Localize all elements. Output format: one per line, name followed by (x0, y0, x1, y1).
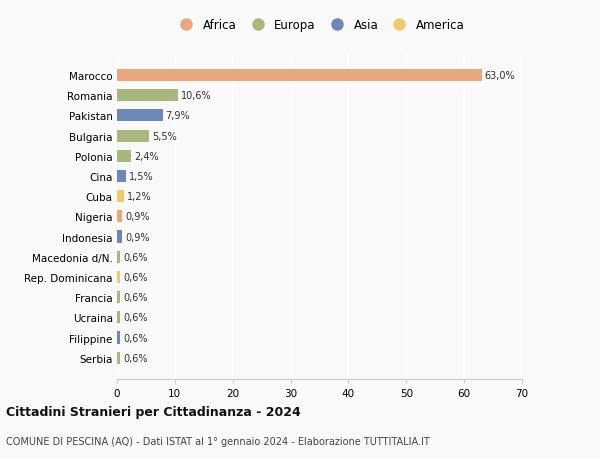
Bar (117, 110, 163, 122)
Text: 0,6%: 0,6% (124, 292, 148, 302)
Text: 1,2%: 1,2% (127, 192, 151, 202)
Text: 7,9%: 7,9% (166, 111, 190, 121)
Bar (117, 90, 178, 102)
Text: 1,5%: 1,5% (128, 172, 153, 182)
Bar (117, 70, 482, 82)
Bar (117, 171, 125, 183)
Text: 0,6%: 0,6% (124, 313, 148, 323)
Text: 5,5%: 5,5% (152, 131, 176, 141)
Bar (117, 251, 121, 263)
Text: 0,6%: 0,6% (124, 272, 148, 282)
Text: 0,9%: 0,9% (125, 212, 149, 222)
Text: Cittadini Stranieri per Cittadinanza - 2024: Cittadini Stranieri per Cittadinanza - 2… (6, 405, 301, 419)
Bar (117, 211, 122, 223)
Legend: Africa, Europa, Asia, America: Africa, Europa, Asia, America (171, 16, 468, 36)
Bar (117, 231, 122, 243)
Text: 0,6%: 0,6% (124, 333, 148, 343)
Text: 63,0%: 63,0% (484, 71, 515, 81)
Text: 0,9%: 0,9% (125, 232, 149, 242)
Bar (117, 312, 121, 324)
Bar (117, 190, 124, 203)
Bar (117, 271, 121, 283)
Text: 10,6%: 10,6% (181, 91, 212, 101)
Bar (117, 130, 149, 142)
Bar (117, 291, 121, 303)
Text: 2,4%: 2,4% (134, 151, 158, 162)
Bar (117, 151, 131, 162)
Text: 0,6%: 0,6% (124, 353, 148, 363)
Text: 0,6%: 0,6% (124, 252, 148, 262)
Bar (117, 332, 121, 344)
Bar (117, 352, 121, 364)
Text: COMUNE DI PESCINA (AQ) - Dati ISTAT al 1° gennaio 2024 - Elaborazione TUTTITALIA: COMUNE DI PESCINA (AQ) - Dati ISTAT al 1… (6, 437, 430, 446)
